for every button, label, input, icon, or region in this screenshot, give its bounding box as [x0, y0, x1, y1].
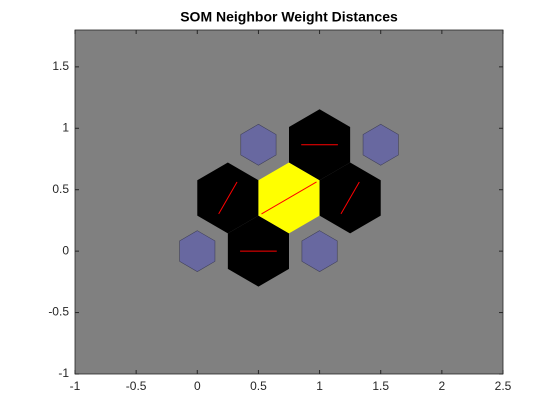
x-tick-label: 0 [194, 379, 201, 393]
y-tick-label: -1 [58, 366, 69, 380]
neuron [362, 123, 399, 166]
neuron [301, 230, 338, 272]
connection-line [340, 181, 360, 215]
x-tick-label: -1 [70, 379, 81, 393]
x-tick-label: 1.5 [372, 379, 389, 393]
neuron [240, 123, 277, 166]
chart-title: SOM Neighbor Weight Distances [180, 9, 398, 25]
y-tick-label: 0 [62, 243, 69, 257]
y-tick-label: 1 [62, 120, 69, 134]
x-tick-label: 0.5 [250, 379, 267, 393]
y-tick-label: -0.5 [48, 305, 69, 319]
connection-line [218, 181, 238, 215]
x-tick-label: 2.5 [495, 379, 512, 393]
neuron [179, 230, 216, 272]
axes-box [74, 29, 504, 375]
connection-line [261, 181, 317, 215]
y-tick-label: 1.5 [52, 59, 69, 73]
x-tick-label: 2 [439, 379, 446, 393]
x-tick-label: 1 [316, 379, 323, 393]
y-tick-label: 0.5 [52, 182, 69, 196]
x-tick-label: -0.5 [126, 379, 147, 393]
